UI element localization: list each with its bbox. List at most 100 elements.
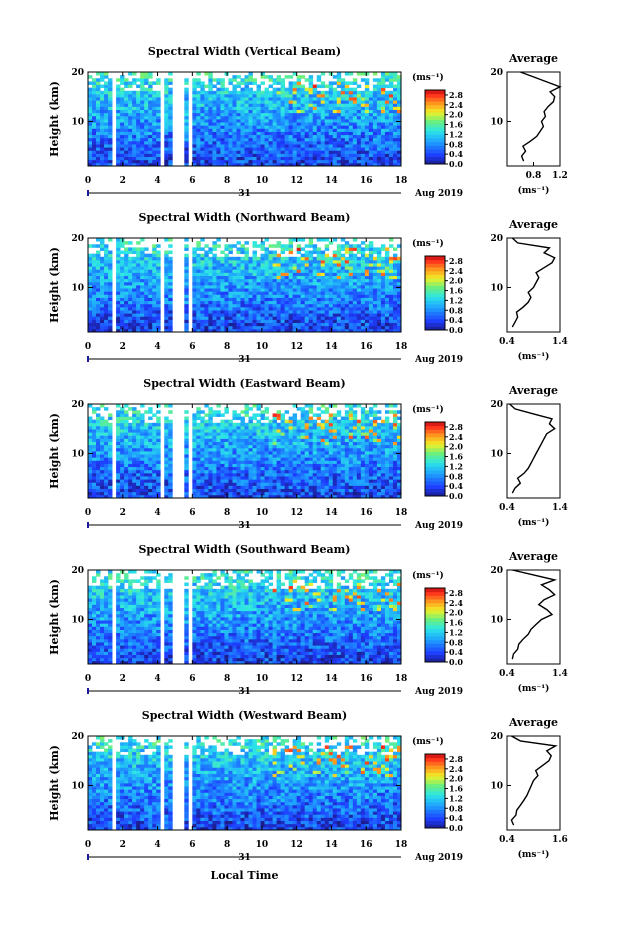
heatmap-cell bbox=[376, 300, 382, 305]
heatmap-cell bbox=[228, 294, 233, 298]
heatmap-cell bbox=[100, 457, 105, 461]
heatmap-cell bbox=[96, 322, 101, 327]
heatmap-cell bbox=[396, 259, 402, 264]
heatmap-cell bbox=[96, 288, 101, 292]
heatmap-cell bbox=[224, 441, 229, 446]
heatmap-cell bbox=[360, 319, 366, 323]
heatmap-cell bbox=[212, 134, 217, 139]
heatmap-cell bbox=[324, 297, 330, 302]
heatmap-cell bbox=[144, 319, 149, 323]
heatmap-cell bbox=[336, 300, 342, 305]
heatmap-cell bbox=[272, 156, 277, 161]
heatmap-cell bbox=[116, 457, 121, 461]
heatmap-cell bbox=[92, 147, 97, 151]
heatmap-cell bbox=[164, 131, 169, 136]
heatmap-cell bbox=[324, 128, 330, 132]
heatmap-cell bbox=[376, 303, 382, 308]
heatmap-cell bbox=[380, 259, 386, 264]
heatmap-cell bbox=[152, 272, 157, 276]
heatmap-cell bbox=[184, 285, 189, 289]
heatmap-cell bbox=[288, 316, 294, 320]
heatmap-cell bbox=[240, 303, 245, 308]
heatmap-cell bbox=[372, 131, 378, 136]
heatmap-cell bbox=[228, 441, 233, 446]
heatmap-cell bbox=[252, 322, 257, 327]
heatmap-cell bbox=[208, 297, 213, 302]
heatmap-cell bbox=[164, 87, 169, 92]
heatmap-cell bbox=[248, 106, 253, 110]
heatmap-cell bbox=[320, 263, 326, 267]
heatmap-cell bbox=[312, 256, 318, 261]
heatmap-cell bbox=[244, 159, 249, 164]
heatmap-cell bbox=[212, 256, 217, 261]
heatmap-cell bbox=[316, 259, 322, 264]
heatmap-cell bbox=[292, 278, 298, 283]
heatmap-cell bbox=[364, 103, 370, 107]
heatmap-cell bbox=[232, 288, 237, 292]
heatmap-cell bbox=[96, 244, 101, 248]
heatmap-cell bbox=[244, 156, 249, 161]
heatmap-cell bbox=[164, 482, 169, 486]
heatmap-cell bbox=[288, 106, 294, 110]
heatmap-cell bbox=[104, 131, 109, 136]
heatmap-cell bbox=[360, 150, 366, 154]
heatmap-cell bbox=[288, 328, 294, 333]
heatmap-cell bbox=[120, 159, 125, 164]
heatmap-cell bbox=[128, 454, 133, 458]
heatmap-cell bbox=[148, 75, 153, 79]
heatmap-cell bbox=[200, 281, 205, 286]
heatmap-cell bbox=[104, 150, 109, 154]
heatmap-cell bbox=[136, 416, 141, 421]
heatmap-cell bbox=[296, 81, 302, 85]
heatmap-cell bbox=[272, 119, 277, 123]
heatmap-cell bbox=[272, 134, 277, 139]
heatmap-cell bbox=[156, 112, 161, 117]
heatmap-cell bbox=[184, 460, 189, 464]
heatmap-cell bbox=[340, 278, 346, 283]
heatmap-cell bbox=[352, 291, 358, 295]
heatmap-cell bbox=[140, 466, 145, 471]
heatmap-cell bbox=[208, 81, 213, 85]
heatmap-cell bbox=[364, 272, 370, 276]
heatmap-cell bbox=[276, 303, 282, 308]
heatmap-cell bbox=[216, 472, 221, 477]
heatmap-cell bbox=[220, 429, 225, 433]
heatmap-cell bbox=[300, 247, 306, 251]
heatmap-cell bbox=[356, 288, 362, 292]
heatmap-cell bbox=[376, 316, 382, 320]
heatmap-cell bbox=[340, 153, 346, 157]
heatmap-cell bbox=[136, 447, 141, 452]
heatmap-cell bbox=[256, 263, 261, 267]
heatmap-cell bbox=[92, 419, 97, 424]
heatmap-cell bbox=[96, 272, 101, 276]
heatmap-cell bbox=[136, 294, 141, 298]
heatmap-cell bbox=[316, 313, 322, 317]
heatmap-cell bbox=[300, 269, 306, 273]
heatmap-cell bbox=[340, 122, 346, 126]
heatmap-cell bbox=[96, 147, 101, 151]
heatmap-cell bbox=[344, 112, 350, 117]
heatmap-cell bbox=[260, 294, 265, 298]
heatmap-cell bbox=[304, 119, 310, 123]
heatmap-cell bbox=[196, 119, 201, 123]
heatmap-cell bbox=[252, 310, 257, 314]
heatmap-cell bbox=[308, 316, 314, 320]
heatmap-cell bbox=[284, 306, 290, 311]
heatmap-cell bbox=[384, 253, 390, 258]
heatmap-cell bbox=[232, 103, 237, 107]
heatmap-cell bbox=[352, 115, 358, 120]
heatmap-cell bbox=[124, 115, 129, 120]
heatmap-cell bbox=[224, 476, 229, 480]
heatmap-cell bbox=[184, 253, 189, 258]
heatmap-cell bbox=[164, 319, 169, 323]
heatmap-cell bbox=[124, 247, 129, 251]
heatmap-cell bbox=[92, 144, 97, 148]
heatmap-cell bbox=[212, 281, 217, 286]
heatmap-cell bbox=[96, 269, 101, 273]
colorbar-tick-label: 0.8 bbox=[449, 139, 463, 149]
heatmap-cell bbox=[100, 419, 105, 424]
heatmap-cell bbox=[224, 150, 229, 154]
heatmap-cell bbox=[328, 90, 334, 95]
heatmap-cell bbox=[124, 153, 129, 157]
heatmap-cell bbox=[148, 119, 153, 123]
